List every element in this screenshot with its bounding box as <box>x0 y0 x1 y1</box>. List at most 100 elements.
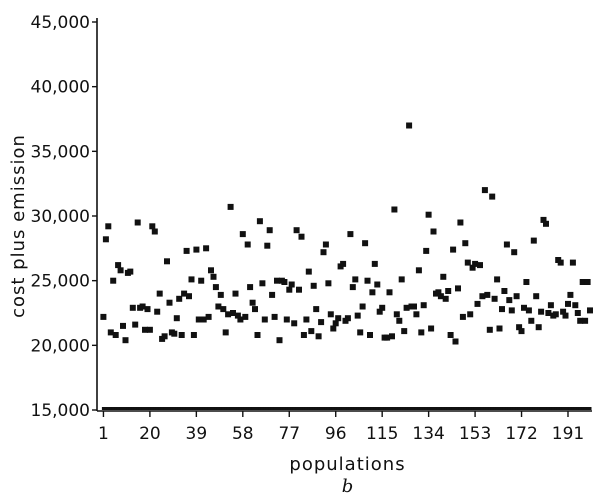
baseline-point <box>407 407 411 410</box>
baseline-point <box>559 407 563 410</box>
baseline-point <box>185 407 189 410</box>
data-point <box>320 249 327 256</box>
data-point <box>183 247 190 254</box>
data-point <box>447 332 454 338</box>
baseline-point <box>471 407 475 410</box>
data-point <box>335 315 342 322</box>
baseline-point <box>111 407 115 410</box>
y-tick-label: 30,000 <box>31 207 90 227</box>
data-point <box>545 310 552 316</box>
data-point <box>582 317 589 324</box>
data-point <box>552 311 559 318</box>
x-ticks: 1 20 39 58 77 96 115 134 153 172 191 <box>98 411 584 444</box>
x-tick-label: 115 <box>366 424 398 444</box>
data-point <box>232 290 239 297</box>
baseline-point <box>495 407 499 410</box>
data-point <box>477 262 483 269</box>
data-point <box>281 279 288 285</box>
baseline-point <box>143 407 147 410</box>
y-tick-label: 35,000 <box>31 142 90 162</box>
data-point <box>225 311 232 318</box>
data-point <box>264 242 271 249</box>
data-point <box>469 264 476 271</box>
data-points <box>100 122 593 345</box>
data-point <box>489 193 496 200</box>
baseline-point <box>454 407 457 410</box>
data-point <box>516 324 523 331</box>
baseline-point <box>507 407 511 410</box>
data-point <box>440 273 447 280</box>
baseline-point <box>219 407 223 410</box>
data-point <box>142 326 148 333</box>
data-point <box>274 277 280 284</box>
baseline-point <box>256 407 259 410</box>
baseline-point <box>424 407 428 410</box>
baseline-point <box>427 407 431 410</box>
baseline-point <box>124 407 127 410</box>
baseline-point <box>493 407 497 410</box>
x-tick-label: 153 <box>459 424 491 444</box>
baseline-point <box>527 407 531 410</box>
baseline-point <box>366 407 369 410</box>
x-tick-label: 77 <box>278 424 300 444</box>
baseline-point <box>400 407 404 410</box>
data-point <box>139 303 146 310</box>
baseline-point <box>429 407 433 410</box>
data-point <box>252 306 258 313</box>
baseline-point <box>581 407 585 410</box>
data-point <box>501 288 508 294</box>
baseline-point <box>243 407 247 410</box>
data-point <box>577 317 584 324</box>
data-point <box>198 277 205 284</box>
data-point <box>506 297 513 304</box>
data-point <box>430 228 437 235</box>
y-tick-label: 25,000 <box>31 272 90 292</box>
data-point <box>401 328 408 335</box>
data-point <box>503 241 510 248</box>
baseline-point <box>236 407 240 410</box>
axes <box>96 18 592 412</box>
data-point <box>496 325 503 332</box>
baseline-point <box>194 407 198 410</box>
baseline-point <box>292 407 296 410</box>
baseline-point <box>346 407 350 410</box>
data-point <box>357 329 364 336</box>
data-point <box>291 320 298 327</box>
data-point <box>562 312 569 319</box>
data-point <box>286 286 293 293</box>
baseline-point <box>344 407 347 410</box>
baseline-point <box>314 407 318 410</box>
baseline-point <box>263 407 267 410</box>
baseline-point <box>417 407 421 410</box>
baseline-point <box>378 407 382 410</box>
baseline-point <box>104 407 108 410</box>
baseline-point <box>331 407 335 410</box>
data-point <box>362 240 369 247</box>
baseline-point <box>192 407 196 410</box>
x-tick-label: 39 <box>186 424 208 444</box>
baseline-point <box>551 407 555 410</box>
baseline-point <box>280 407 284 410</box>
baseline-point <box>109 407 113 410</box>
baseline-point <box>260 407 264 410</box>
data-point <box>398 276 405 283</box>
baseline-point <box>190 407 193 410</box>
data-point <box>247 284 254 291</box>
data-point <box>379 304 386 311</box>
data-point <box>100 313 107 320</box>
data-point <box>195 316 202 323</box>
data-point <box>325 280 332 287</box>
x-tick-label: 172 <box>505 424 537 444</box>
data-point <box>411 303 417 310</box>
data-point <box>220 306 227 313</box>
data-point <box>587 307 593 314</box>
data-point <box>511 249 518 256</box>
data-point <box>151 228 158 235</box>
data-point <box>543 220 549 227</box>
data-point <box>205 313 212 320</box>
baseline-point <box>334 407 338 410</box>
baseline-point <box>312 407 316 410</box>
data-point <box>437 293 444 300</box>
data-point <box>105 223 112 230</box>
data-point <box>455 285 461 292</box>
